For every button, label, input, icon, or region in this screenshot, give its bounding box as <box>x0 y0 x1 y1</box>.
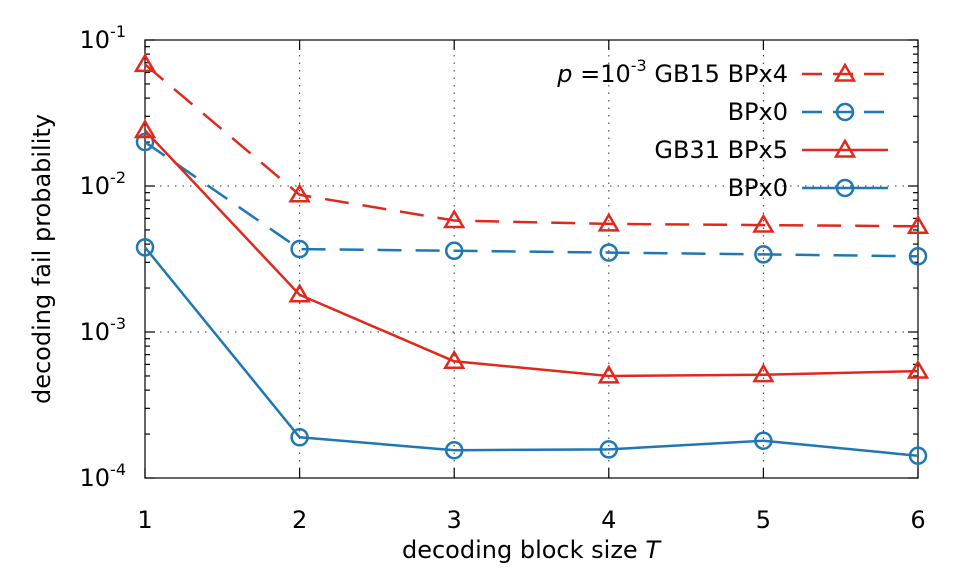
legend-marker <box>835 102 855 122</box>
series-line <box>144 246 919 458</box>
series-2 <box>133 119 930 384</box>
series-line <box>144 141 919 258</box>
legend-marker <box>833 62 857 82</box>
axis-ticks: 1 2 3 4 5 6 10-1 10-2 10-3 10-4 <box>80 22 926 534</box>
legend-entry: BPx0 <box>728 98 888 126</box>
legend-label: p =10-3 GB15 BPx4 <box>556 56 788 88</box>
x-axis-variable: T <box>645 536 662 564</box>
grid <box>145 40 918 478</box>
data-point <box>135 132 155 152</box>
y-tick-label: 10-3 <box>80 314 127 346</box>
data-point <box>443 349 466 370</box>
series-line <box>144 129 919 378</box>
series-1 <box>135 132 928 266</box>
data-point <box>908 247 928 266</box>
data-point <box>906 359 930 379</box>
y-tick-label: 10-2 <box>80 168 127 200</box>
legend-label: GB31 BPx5 <box>654 136 788 164</box>
legend-label: BPx0 <box>728 174 788 202</box>
data-point <box>599 440 619 459</box>
data-point <box>444 241 464 261</box>
data-point <box>133 119 157 139</box>
legend-entry: p =10-3 GB15 BPx4 <box>556 56 888 88</box>
data-point <box>906 214 930 234</box>
data-point <box>597 212 620 232</box>
x-tick-label: 3 <box>447 506 462 534</box>
data-point <box>597 364 620 384</box>
data-point <box>908 446 928 466</box>
legend-marker <box>833 138 857 158</box>
legend-entry: GB31 BPx5 <box>654 136 888 164</box>
x-tick-label: 6 <box>910 506 925 534</box>
data-point <box>133 52 157 73</box>
x-tick-label: 1 <box>137 506 152 534</box>
y-axis-label: decoding fail probability <box>28 114 56 404</box>
series-group <box>133 52 930 466</box>
plot-frame <box>144 39 919 479</box>
series-3 <box>135 238 928 466</box>
data-point <box>599 243 619 262</box>
series-0 <box>133 52 930 234</box>
data-point <box>754 245 773 264</box>
data-point <box>752 213 775 233</box>
data-point <box>290 428 309 447</box>
y-tick-label: 10-1 <box>80 22 127 54</box>
data-point <box>444 440 464 460</box>
x-axis-label: decoding block size T <box>402 536 662 564</box>
x-tick-label: 2 <box>292 506 307 534</box>
x-tick-label: 4 <box>601 506 616 534</box>
legend-marker <box>835 178 855 198</box>
data-point <box>754 431 773 450</box>
legend-entry: BPx0 <box>728 174 888 202</box>
data-point <box>752 363 775 383</box>
data-point <box>288 183 311 203</box>
series-line <box>144 63 919 228</box>
legend-label: BPx0 <box>728 98 788 126</box>
data-point <box>290 239 309 259</box>
data-point <box>288 283 311 303</box>
legend: p =10-3 GB15 BPx4 BPx0 GB31 BPx5 BPx0 <box>556 56 888 202</box>
x-tick-label: 5 <box>756 506 771 534</box>
data-point <box>135 238 155 257</box>
y-tick-label: 10-4 <box>80 460 127 492</box>
data-point <box>443 209 466 229</box>
